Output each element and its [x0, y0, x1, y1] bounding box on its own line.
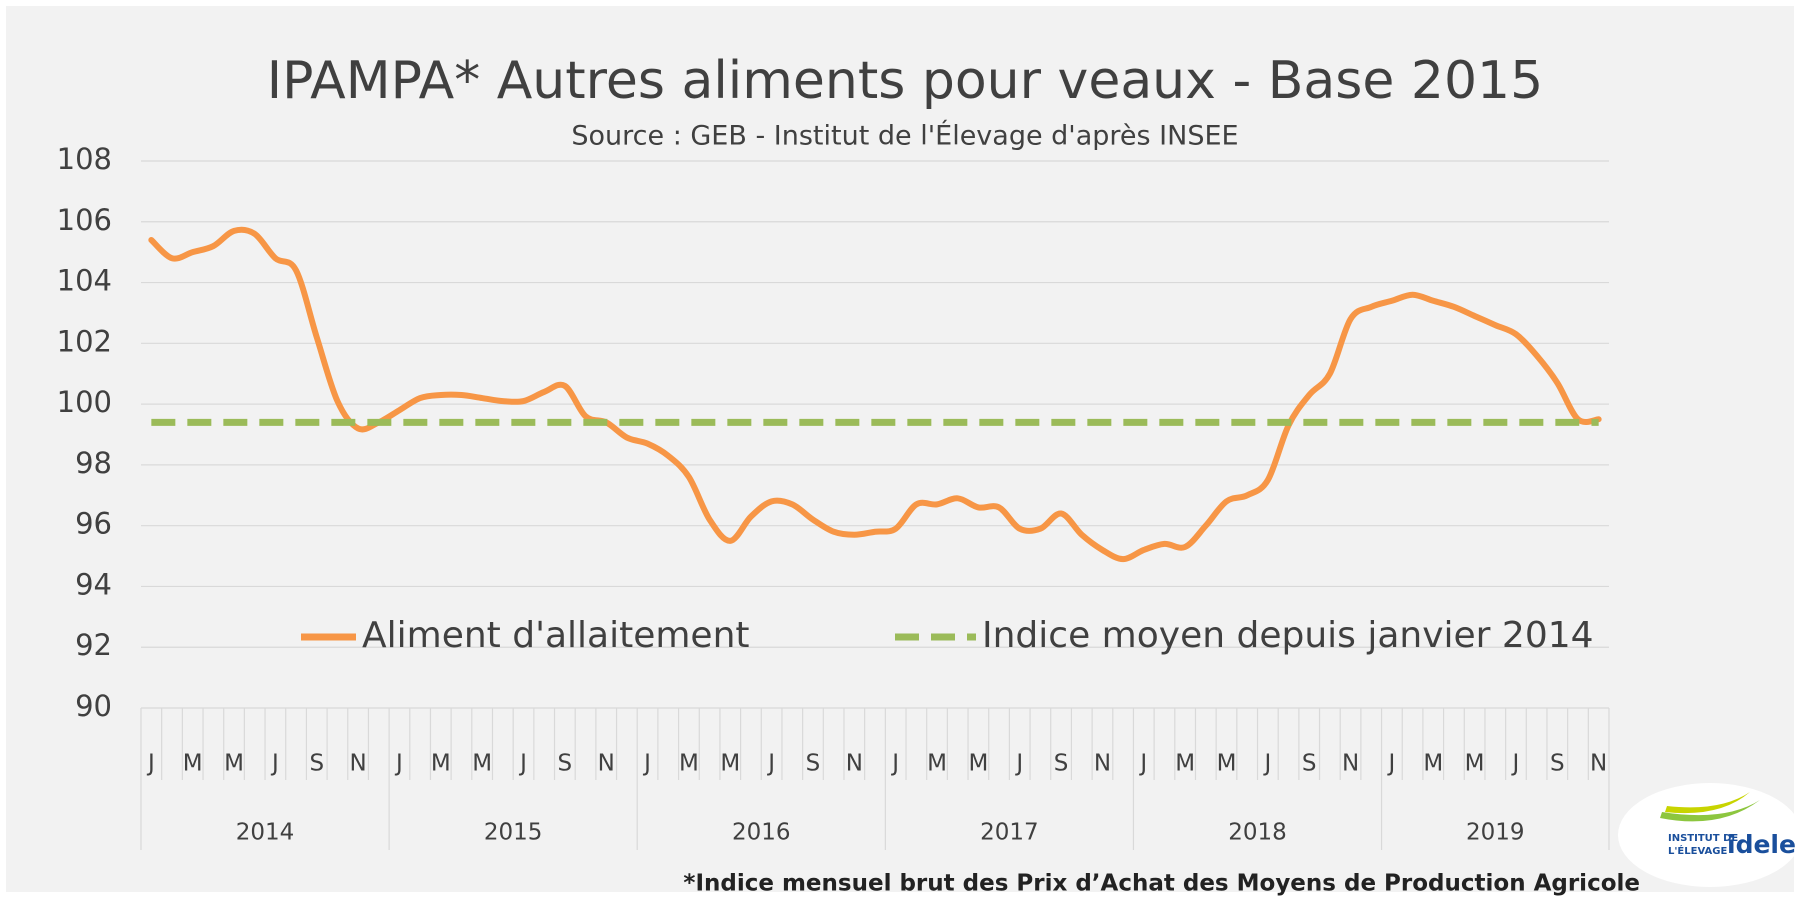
x-tick-label: S: [1550, 751, 1565, 777]
y-tick-label: 100: [57, 385, 112, 419]
x-tick-label: S: [806, 751, 821, 777]
y-tick-label: 94: [75, 567, 112, 601]
x-tick-label: M: [183, 751, 203, 777]
year-label: 2019: [1466, 820, 1525, 846]
x-tick-label: J: [1262, 751, 1271, 777]
x-tick-label: M: [679, 751, 699, 777]
x-tick-label: M: [927, 751, 947, 777]
x-tick-label: M: [1175, 751, 1195, 777]
x-tick-label: N: [1342, 751, 1359, 777]
y-tick-label: 98: [75, 446, 112, 480]
x-tick-label: S: [1302, 751, 1317, 777]
x-tick-label: J: [270, 751, 279, 777]
x-tick-label: J: [1511, 751, 1520, 777]
logo-swoosh: [1665, 792, 1750, 814]
y-tick-label: 96: [75, 507, 112, 541]
x-tick-label: S: [558, 751, 573, 777]
x-tick-label: S: [1054, 751, 1069, 777]
logo: INSTITUT DE L'ÉLEVAGE idele: [1618, 783, 1800, 887]
x-tick-label: J: [642, 751, 651, 777]
x-tick-label: J: [518, 751, 527, 777]
x-tick-label: M: [431, 751, 451, 777]
x-tick-label: S: [309, 751, 324, 777]
y-tick-label: 102: [57, 324, 112, 358]
year-label: 2017: [980, 820, 1039, 846]
chart-subtitle: Source : GEB - Institut de l'Élevage d'a…: [571, 120, 1238, 152]
y-tick-label: 106: [57, 203, 112, 237]
x-tick-label: J: [1387, 751, 1396, 777]
x-tick-label: J: [766, 751, 775, 777]
chart-title: IPAMPA* Autres aliments pour veaux - Bas…: [267, 51, 1543, 111]
logo-brand: idele: [1727, 830, 1796, 859]
x-tick-label: M: [720, 751, 740, 777]
footnote: *Indice mensuel brut des Prix d’Achat de…: [683, 871, 1640, 897]
x-tick-label: M: [1465, 751, 1485, 777]
year-label: 2015: [484, 820, 543, 846]
x-tick-label: J: [1014, 751, 1023, 777]
x-tick-label: M: [472, 751, 492, 777]
series-line: [148, 226, 1602, 563]
x-tick-label: M: [1217, 751, 1237, 777]
year-label: 2016: [732, 820, 791, 846]
logo-badge: [1618, 783, 1800, 887]
x-tick-label: N: [349, 751, 366, 777]
y-tick-label: 108: [57, 142, 112, 176]
x-tick-label: M: [224, 751, 244, 777]
legend-label: Indice moyen depuis janvier 2014: [982, 615, 1594, 656]
logo-swoosh: [1660, 800, 1760, 822]
x-tick-label: N: [598, 751, 615, 777]
x-tick-label: M: [1423, 751, 1443, 777]
x-tick-label: J: [146, 751, 155, 777]
x-tick-label: J: [1138, 751, 1147, 777]
x-tick-label: N: [1094, 751, 1111, 777]
x-tick-label: J: [890, 751, 899, 777]
x-tick-label: N: [1590, 751, 1607, 777]
year-label: 2014: [236, 820, 295, 846]
x-tick-label: J: [394, 751, 403, 777]
chart-background: [6, 6, 1794, 892]
legend-label: Aliment d'allaitement: [362, 615, 750, 656]
logo-text: L'ÉLEVAGE: [1668, 844, 1727, 857]
y-tick-label: 90: [75, 689, 112, 723]
x-tick-label: M: [968, 751, 988, 777]
y-tick-label: 92: [75, 628, 112, 662]
x-tick-label: N: [846, 751, 863, 777]
year-label: 2018: [1228, 820, 1287, 846]
logo-text: INSTITUT DE: [1668, 833, 1738, 844]
y-tick-label: 104: [57, 264, 112, 298]
